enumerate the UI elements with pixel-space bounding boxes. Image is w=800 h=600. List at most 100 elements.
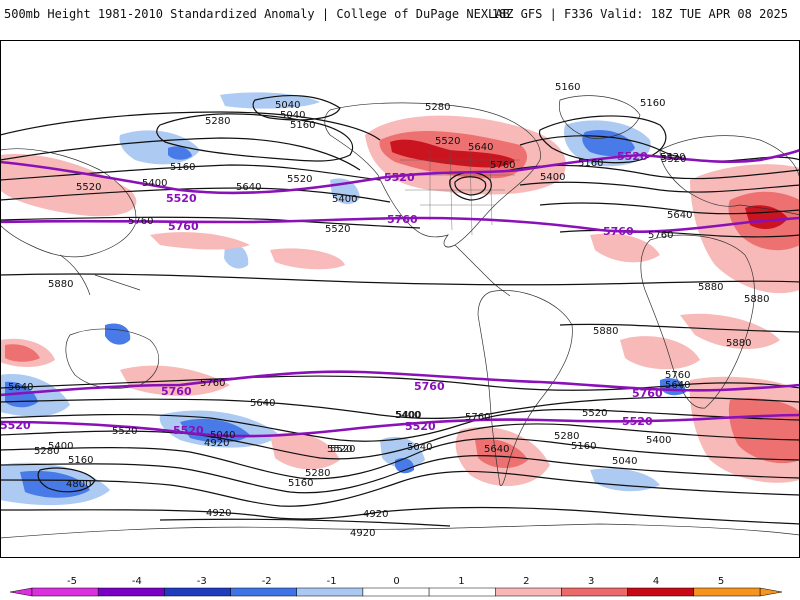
colorbar-swatch: [31, 587, 99, 597]
colorbar-swatch: [296, 587, 364, 597]
contour-5760-np: [0, 216, 421, 229]
contour-label: 5760: [665, 370, 690, 381]
contour-label: 5400: [540, 172, 565, 183]
coast-antarctica: [0, 523, 800, 539]
colorbar-swatch: [97, 587, 165, 597]
contour-label: 5160: [290, 120, 315, 131]
map-background: [0, 40, 800, 558]
coast-africa: [640, 234, 755, 409]
contour-label: 5880: [744, 294, 769, 305]
contour-4800-low: [37, 467, 96, 493]
coast-asia: [0, 148, 137, 258]
contour-label: 5520: [582, 408, 607, 419]
contour-natl-5520: [519, 181, 800, 193]
contour-label: 5400: [332, 194, 357, 205]
colorbar-swatch: [428, 587, 496, 597]
colorbar-ticks: -5 -4 -3 -2 -1 0 1 2 3 4 5: [67, 576, 724, 587]
contour-5040-sh: [0, 470, 800, 507]
anomaly-patch-npac-neg-core: [168, 146, 192, 160]
anomaly-patch-west-edge-core: [5, 344, 40, 362]
contour-label: 5160: [578, 158, 603, 169]
colorbar-tick-label: -4: [132, 576, 142, 587]
colorbar-swatch: [230, 587, 297, 597]
contour-label: 5640: [484, 444, 509, 455]
colorbar-tick-label: -5: [67, 576, 77, 587]
contour-5640-sh: [0, 396, 800, 420]
colorbar-max-arrow: [759, 587, 783, 597]
colorbar-tick-label: 5: [718, 576, 724, 587]
contour-5280-sh: [0, 437, 800, 480]
contour-na-low2: [454, 176, 487, 196]
contour-label: 4920: [206, 508, 231, 519]
contour-5880-trop: [0, 273, 800, 286]
colorbar-tick-label: -3: [197, 576, 207, 587]
contour-label: 5640: [665, 380, 690, 391]
purple-contour-layer: [0, 148, 800, 438]
purple-5520-sh: [0, 413, 800, 438]
contour-5040-np: [252, 95, 341, 121]
contour-label: 5520: [76, 182, 101, 193]
contour-label: 5880: [698, 282, 723, 293]
contour-label: 5400: [396, 410, 421, 421]
anomaly-patch-india: [680, 313, 780, 350]
contour-4920-sh: [0, 506, 800, 525]
contour-label: 5160: [640, 98, 665, 109]
contour-label: 5640: [8, 382, 33, 393]
coast-central-america: [454, 244, 511, 297]
contour-label: 5160: [288, 478, 313, 489]
anomaly-patch-pac-neg3: [224, 243, 249, 269]
colorbar-swatch: [164, 587, 231, 597]
colorbar-tick-label: 2: [523, 576, 529, 587]
contour-label: 5280: [425, 102, 450, 113]
purple-contour-label: 5520: [0, 419, 31, 432]
anomaly-patch-wpac: [0, 154, 137, 217]
colorbar-min-arrow: [9, 587, 33, 597]
contour-label: 5400: [646, 435, 671, 446]
contour-label: 5520: [435, 136, 460, 147]
contour-5520-np: [0, 164, 381, 181]
contour-natl-low: [538, 115, 667, 164]
colorbar-swatch: [693, 587, 761, 597]
purple-label-layer: 5520 5520 5760 5760 5760 5520 5760 5760 …: [0, 150, 663, 437]
contour-natl-5640: [539, 202, 800, 215]
purple-5520-nh: [0, 148, 800, 195]
coast-greenland: [558, 95, 641, 139]
contour-label: 5760: [648, 230, 673, 241]
height-contour-layer: [0, 95, 800, 527]
colorbar-swatch: [627, 587, 695, 597]
contour-label: 5280: [305, 468, 330, 479]
contour-label: 5760: [200, 378, 225, 389]
colorbar-tick-label: -2: [262, 576, 272, 587]
contour-label: 4920: [204, 438, 229, 449]
colorbar-swatch: [362, 587, 430, 597]
purple-contour-label: 5760: [414, 380, 445, 393]
contour-label: 5160: [170, 162, 195, 173]
contour-label: 5040: [275, 100, 300, 111]
contour-label: 5280: [554, 431, 579, 442]
purple-contour-label: 5520: [166, 192, 197, 205]
coast-north-america: [324, 102, 541, 248]
purple-contour-label: 5520: [617, 150, 648, 163]
purple-contour-label: 5760: [161, 385, 192, 398]
contour-5160-sh: [0, 454, 800, 494]
colorbar-tick-label: 1: [458, 576, 464, 587]
contour-label: 4800: [66, 479, 91, 490]
contour-5760-sh: [0, 375, 800, 391]
contour-label: 5400: [142, 178, 167, 189]
run-info: 18Z GFS | F336 Valid: 18Z TUE APR 08 202…: [491, 7, 788, 21]
purple-contour-label: 5520: [173, 424, 204, 437]
contour-label: 5520: [287, 174, 312, 185]
anomaly-patch-sh4: [380, 436, 425, 469]
anomaly-patch-tropatl: [590, 233, 660, 263]
contour-5880-sh: [559, 323, 800, 333]
purple-5760-sh: [0, 370, 800, 397]
contour-label: 5640: [667, 210, 692, 221]
contour-label: 5520: [112, 426, 137, 437]
contour-label: 5640: [250, 398, 275, 409]
map-title: 500mb Height 1981-2010 Standardized Anom…: [4, 7, 510, 21]
anomaly-patch-africa: [620, 336, 700, 370]
contour-4920-south: [159, 518, 451, 527]
contour-label: 5160: [555, 82, 580, 93]
contour-label: 5640: [468, 142, 493, 153]
anomaly-map: 5040 5160 5280 5040 5160 5280 5520 5160 …: [0, 40, 800, 558]
